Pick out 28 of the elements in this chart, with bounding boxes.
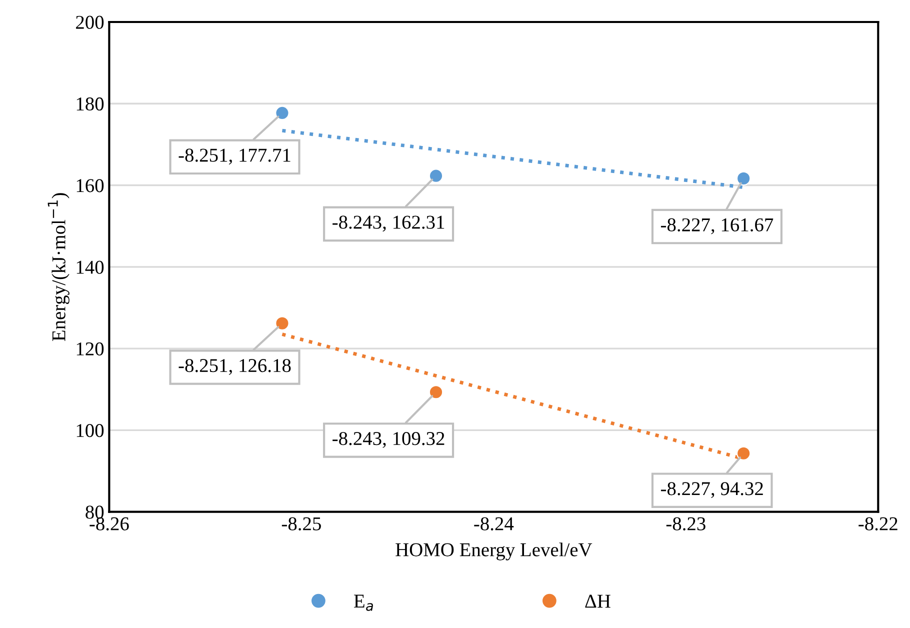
point xyxy=(428,168,444,183)
legend-label: ΔH xyxy=(585,594,610,608)
y-tick-label: 120 xyxy=(76,342,104,356)
annotation: -8.251, 126.18 xyxy=(178,358,291,375)
x-axis-title: HOMO Energy Level/eV xyxy=(396,542,592,560)
y-tick-label: 100 xyxy=(76,424,104,438)
annotation: -8.243, 109.32 xyxy=(332,432,444,448)
x-tick-label: -8.23 xyxy=(666,517,706,530)
y-tick-label: 160 xyxy=(76,179,104,192)
x-tick-label: -8.24 xyxy=(474,517,514,530)
x-tick-label: -8.25 xyxy=(282,517,321,530)
annotation: -8.243, 162.31 xyxy=(332,216,444,232)
point xyxy=(736,446,751,461)
annotation: -8.227, 94.32 xyxy=(660,482,763,498)
point xyxy=(275,316,290,330)
y-tick-label: 80 xyxy=(86,506,104,519)
x-tick-label: -8.26 xyxy=(90,517,129,530)
y-tick-label: 200 xyxy=(76,16,104,29)
annotation: -8.227, 161.67 xyxy=(660,218,774,234)
y-axis-title: Energy/(kJ·mol$^{−1}$) xyxy=(48,193,70,342)
point xyxy=(736,171,751,186)
annotation: -8.251, 177.71 xyxy=(178,148,290,165)
point xyxy=(428,384,444,400)
y-tick-label: 140 xyxy=(76,260,104,274)
y-tick-label: 180 xyxy=(76,97,104,111)
legend-label: E$_{a}$ xyxy=(354,594,373,611)
x-tick-label: -8.22 xyxy=(858,517,898,530)
point xyxy=(275,106,290,120)
